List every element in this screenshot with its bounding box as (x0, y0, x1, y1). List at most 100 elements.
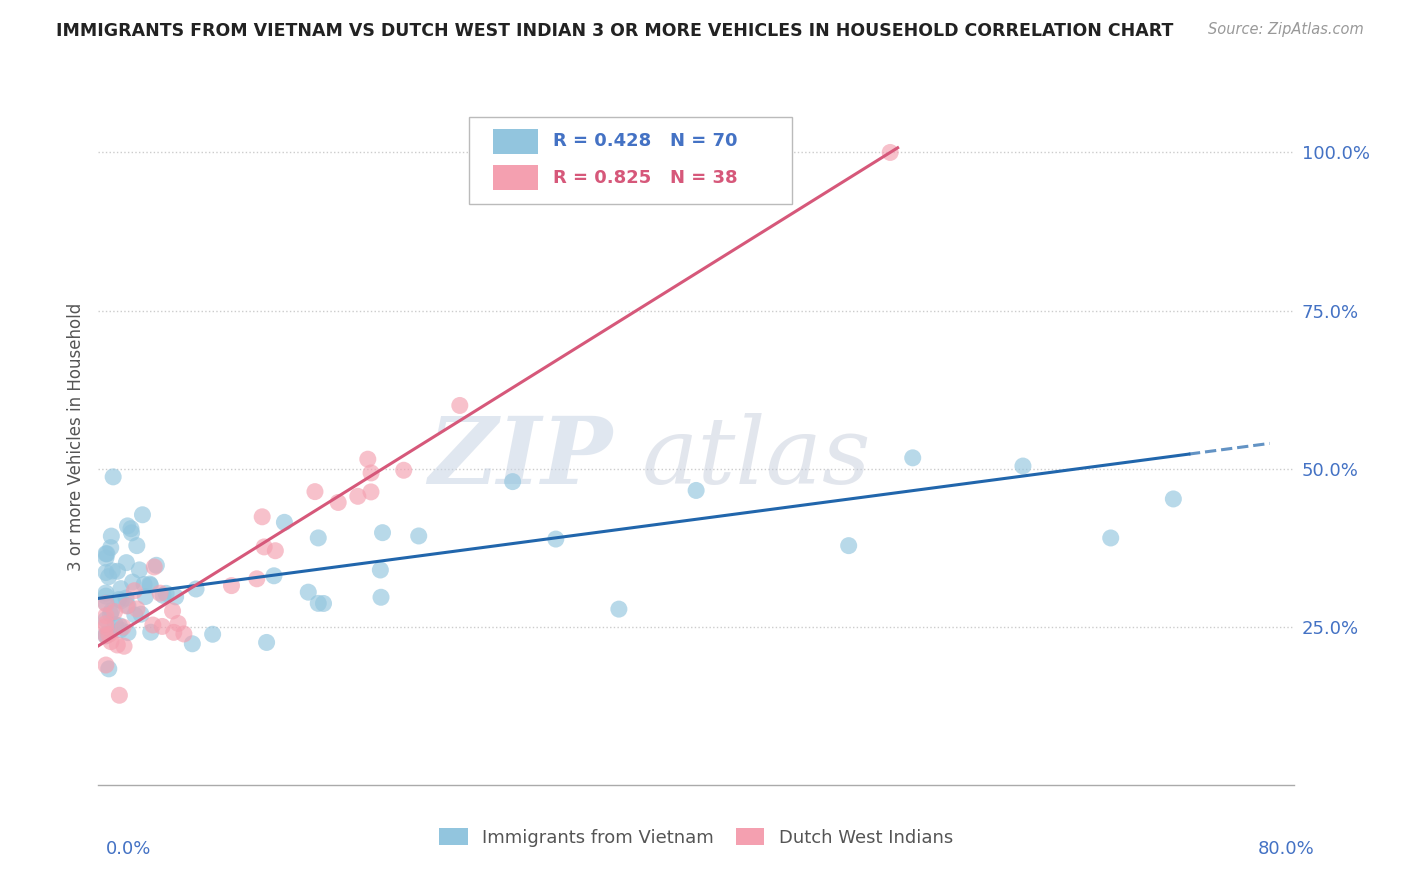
Text: Source: ZipAtlas.com: Source: ZipAtlas.com (1208, 22, 1364, 37)
Point (165, 590, 187, 604)
Point (163, 625, 186, 640)
Point (97, 662, 120, 676)
Point (143, 560, 166, 574)
Point (94, 547, 117, 561)
Point (253, 540, 276, 554)
Point (149, 586, 172, 600)
Point (121, 575, 143, 590)
Text: 80.0%: 80.0% (1258, 840, 1315, 858)
Text: R = 0.428   N = 70: R = 0.428 N = 70 (553, 132, 737, 151)
Point (152, 588, 174, 602)
Point (94, 620, 117, 634)
Point (139, 578, 162, 592)
Point (94, 566, 117, 580)
Point (117, 519, 139, 533)
Point (120, 522, 142, 536)
Point (115, 591, 138, 606)
Point (162, 604, 184, 618)
Point (97, 627, 120, 641)
Point (392, 463, 415, 477)
Point (408, 529, 430, 543)
Point (273, 516, 295, 530)
Point (155, 586, 177, 600)
Point (328, 495, 350, 509)
Point (117, 599, 139, 613)
Point (181, 637, 204, 651)
Point (449, 399, 471, 413)
Point (108, 592, 131, 607)
Point (145, 558, 167, 573)
Point (173, 627, 195, 641)
Point (256, 635, 278, 649)
Point (131, 508, 153, 522)
Point (371, 525, 394, 540)
Point (346, 489, 368, 503)
Point (312, 597, 335, 611)
Point (304, 484, 326, 499)
Point (94, 596, 117, 610)
Point (134, 590, 156, 604)
Point (879, 145, 901, 160)
Text: 0.0%: 0.0% (105, 840, 150, 858)
Point (94, 658, 117, 673)
Point (544, 532, 567, 546)
Point (105, 638, 128, 652)
Point (124, 607, 146, 622)
Point (307, 596, 329, 610)
Point (139, 625, 162, 640)
Point (104, 617, 127, 632)
Bar (494, 165, 538, 190)
Point (108, 688, 131, 702)
Point (94, 627, 117, 641)
Point (107, 564, 129, 578)
Point (94, 586, 117, 600)
Point (104, 605, 127, 619)
FancyBboxPatch shape (470, 117, 792, 204)
Point (685, 483, 707, 498)
Point (94, 616, 117, 631)
Point (607, 602, 630, 616)
Point (94, 551, 117, 566)
Point (201, 627, 224, 641)
Point (100, 541, 122, 555)
Point (94, 597, 117, 611)
Point (370, 563, 392, 577)
Point (1012, 458, 1035, 473)
Text: IMMIGRANTS FROM VIETNAM VS DUTCH WEST INDIAN 3 OR MORE VEHICLES IN HOUSEHOLD COR: IMMIGRANTS FROM VIETNAM VS DUTCH WEST IN… (56, 22, 1174, 40)
Point (94, 589, 117, 603)
Point (1099, 531, 1122, 545)
Point (124, 583, 146, 598)
Point (128, 563, 150, 577)
Text: R = 0.825   N = 38: R = 0.825 N = 38 (553, 169, 737, 186)
Point (110, 623, 132, 637)
Point (125, 539, 148, 553)
Point (96, 547, 118, 561)
Point (97, 570, 120, 584)
Point (110, 593, 132, 607)
Point (125, 602, 148, 616)
Point (1163, 491, 1185, 506)
Point (108, 619, 131, 633)
Point (115, 556, 138, 570)
Point (94, 629, 117, 643)
Point (115, 599, 138, 613)
Point (357, 452, 380, 467)
Bar (494, 128, 538, 154)
Point (100, 634, 122, 648)
Point (838, 539, 860, 553)
Text: ZIP: ZIP (427, 413, 613, 503)
Point (100, 604, 122, 618)
Point (250, 509, 273, 524)
Point (112, 639, 135, 653)
Point (360, 484, 382, 499)
Point (150, 619, 173, 633)
Point (129, 607, 152, 622)
Point (112, 620, 135, 634)
Point (901, 450, 924, 465)
Point (142, 618, 165, 632)
Point (246, 572, 269, 586)
Point (360, 466, 382, 480)
Point (101, 564, 124, 578)
Y-axis label: 3 or more Vehicles in Household: 3 or more Vehicles in Household (66, 303, 84, 571)
Point (167, 616, 190, 631)
